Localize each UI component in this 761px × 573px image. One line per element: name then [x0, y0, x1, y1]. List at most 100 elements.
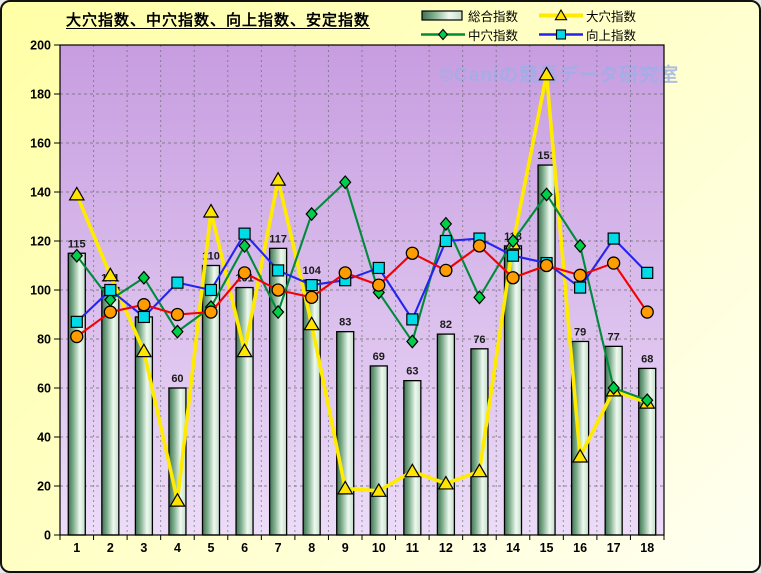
bar	[101, 286, 120, 536]
bar	[403, 379, 422, 536]
bar-value-label: 115	[68, 238, 86, 250]
diamond-marker	[339, 175, 352, 190]
y-tick-label: 20	[37, 480, 51, 494]
bar-value-label: 117	[269, 233, 287, 245]
x-tick-label: 4	[174, 541, 181, 555]
square-marker	[171, 276, 184, 289]
square-marker	[238, 227, 251, 240]
bar	[336, 330, 355, 536]
bar	[604, 345, 623, 536]
triangle-marker	[102, 267, 119, 282]
bar-value-label: 77	[608, 331, 620, 343]
chart-title: 大穴指数、中穴指数、向上指数、安定指数	[66, 12, 371, 29]
y-tick-label: 160	[30, 137, 51, 151]
diamond-marker	[305, 206, 318, 222]
square-marker	[104, 283, 117, 297]
line-series	[75, 181, 648, 402]
square-marker	[204, 283, 218, 297]
bar	[436, 333, 456, 536]
y-tick-label: 200	[30, 39, 51, 53]
square-series-swatch-icon	[538, 27, 584, 42]
x-tick-label: 18	[640, 541, 654, 555]
square-marker	[439, 234, 452, 248]
x-tick-label: 13	[472, 541, 486, 555]
x-tick-label: 9	[342, 541, 349, 555]
bar-value-label: 60	[171, 373, 183, 385]
bar-series-swatch-icon	[420, 8, 466, 23]
circle-marker	[338, 266, 352, 280]
square-marker	[506, 249, 520, 262]
x-tick-label: 10	[372, 541, 386, 555]
triangle-marker	[538, 66, 555, 81]
x-tick-label: 7	[275, 541, 282, 555]
x-tick-label: 2	[107, 541, 114, 555]
diamond-marker	[137, 270, 151, 285]
diamond-marker	[271, 304, 285, 320]
y-tick-label: 180	[30, 88, 51, 102]
diamond-marker	[573, 238, 587, 254]
circle-marker	[70, 329, 84, 344]
diamond-marker	[473, 290, 486, 305]
legend-item-chuuana-shisuu: 中穴指数	[420, 25, 518, 44]
bar-value-label: 104	[302, 265, 321, 277]
square-marker	[372, 261, 385, 275]
y-tick-label: 140	[30, 186, 51, 200]
bar-value-label: 76	[473, 334, 485, 346]
circle-marker	[271, 283, 285, 297]
triangle-marker	[336, 480, 354, 495]
x-tick-label: 11	[406, 541, 419, 555]
legend-item-koujou-shisuu: 向上指数	[538, 25, 636, 44]
x-tick-label: 8	[308, 541, 315, 555]
y-tick-label: 0	[44, 529, 51, 543]
bar	[67, 252, 86, 536]
x-tick-label: 1	[73, 541, 80, 555]
triangle-marker	[202, 203, 220, 218]
diamond-marker	[70, 248, 83, 263]
diamond-series-swatch-icon	[420, 27, 466, 42]
triangle-marker	[169, 492, 186, 507]
legend-item-sougou-shisuu: 総合指数	[420, 6, 518, 25]
bar-value-label: 83	[339, 317, 351, 329]
diamond-marker	[540, 187, 553, 202]
y-tick-label: 60	[37, 382, 51, 396]
circle-marker	[539, 258, 554, 273]
x-tick-label: 14	[506, 541, 520, 555]
square-marker	[574, 281, 587, 294]
square-marker	[70, 315, 83, 328]
circle-marker	[305, 290, 319, 305]
x-tick-label: 17	[607, 541, 621, 555]
x-tick-label: 16	[573, 541, 587, 555]
triangle-marker	[437, 475, 455, 490]
bar-value-label: 82	[440, 319, 452, 331]
y-tick-label: 120	[30, 235, 51, 249]
x-tick-label: 3	[140, 541, 147, 555]
legend-label: 中穴指数	[468, 29, 519, 43]
watermark: ©Caniの競馬データ研究室	[439, 63, 679, 86]
circle-marker	[170, 307, 185, 322]
triangle-marker	[303, 316, 320, 331]
diamond-marker	[641, 393, 654, 408]
circle-marker	[103, 305, 117, 319]
diamond-marker	[406, 334, 419, 349]
y-tick-label: 100	[30, 284, 51, 298]
circle-marker	[372, 278, 386, 292]
bar-value-label: 63	[406, 366, 418, 378]
circle-marker	[607, 256, 621, 270]
legend-label: 総合指数	[468, 10, 519, 24]
diamond-marker	[607, 380, 620, 396]
x-tick-label: 15	[540, 541, 554, 555]
x-tick-label: 6	[241, 541, 248, 555]
x-tick-label: 5	[208, 541, 215, 555]
y-tick-label: 80	[37, 333, 51, 347]
circle-marker	[640, 305, 654, 319]
triangle-marker	[404, 463, 421, 478]
legend-label: 大穴指数	[586, 10, 637, 24]
circle-marker	[204, 305, 218, 319]
triangle-marker	[370, 482, 388, 497]
circle-marker	[506, 271, 520, 285]
square-marker	[607, 232, 620, 245]
bar-value-label: 68	[641, 353, 653, 365]
diamond-marker	[238, 238, 251, 254]
